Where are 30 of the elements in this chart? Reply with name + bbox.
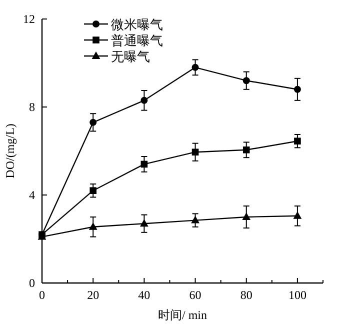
point <box>242 146 250 154</box>
x-tick-label: 40 <box>138 288 150 302</box>
point <box>140 96 148 104</box>
point <box>88 222 98 230</box>
x-tick-label: 100 <box>288 288 306 302</box>
y-tick-label: 4 <box>29 188 35 202</box>
x-tick-label: 80 <box>240 288 252 302</box>
x-tick-label: 60 <box>189 288 202 302</box>
point <box>242 212 251 220</box>
x-axis-title: 时间/ min <box>158 308 208 322</box>
point <box>294 138 301 144</box>
point <box>90 187 96 194</box>
legend-label: 无曝气 <box>111 49 150 64</box>
point <box>242 77 250 84</box>
point <box>192 64 199 71</box>
point <box>294 86 301 93</box>
legend-label: 微米曝气 <box>111 17 163 32</box>
point <box>192 148 199 156</box>
x-tick-label: 20 <box>87 288 100 302</box>
point <box>140 219 148 227</box>
point <box>293 211 302 219</box>
point <box>90 118 97 126</box>
legend-label: 普通曝气 <box>111 33 163 48</box>
y-tick-label: 8 <box>29 100 35 114</box>
y-tick-label: 12 <box>23 12 35 26</box>
y-axis-title: DO/(mg/L) <box>3 124 17 178</box>
point <box>140 160 148 168</box>
x-tick-label: 0 <box>39 288 45 302</box>
point <box>191 216 200 224</box>
y-tick-label: 0 <box>29 276 35 290</box>
